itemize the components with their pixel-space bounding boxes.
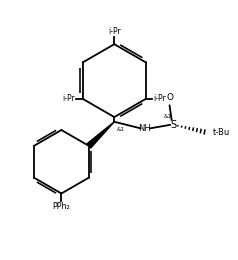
Text: NH: NH (139, 124, 151, 133)
Text: i-Pr: i-Pr (153, 94, 166, 103)
Text: O: O (166, 93, 173, 102)
Text: S: S (170, 120, 176, 130)
Text: i-Pr: i-Pr (108, 27, 121, 36)
Text: t-Bu: t-Bu (212, 128, 230, 137)
Polygon shape (87, 122, 114, 148)
Text: i-Pr: i-Pr (62, 94, 75, 103)
Text: PPh₂: PPh₂ (53, 202, 70, 211)
Text: &1: &1 (164, 114, 172, 119)
Text: &1: &1 (117, 127, 125, 132)
